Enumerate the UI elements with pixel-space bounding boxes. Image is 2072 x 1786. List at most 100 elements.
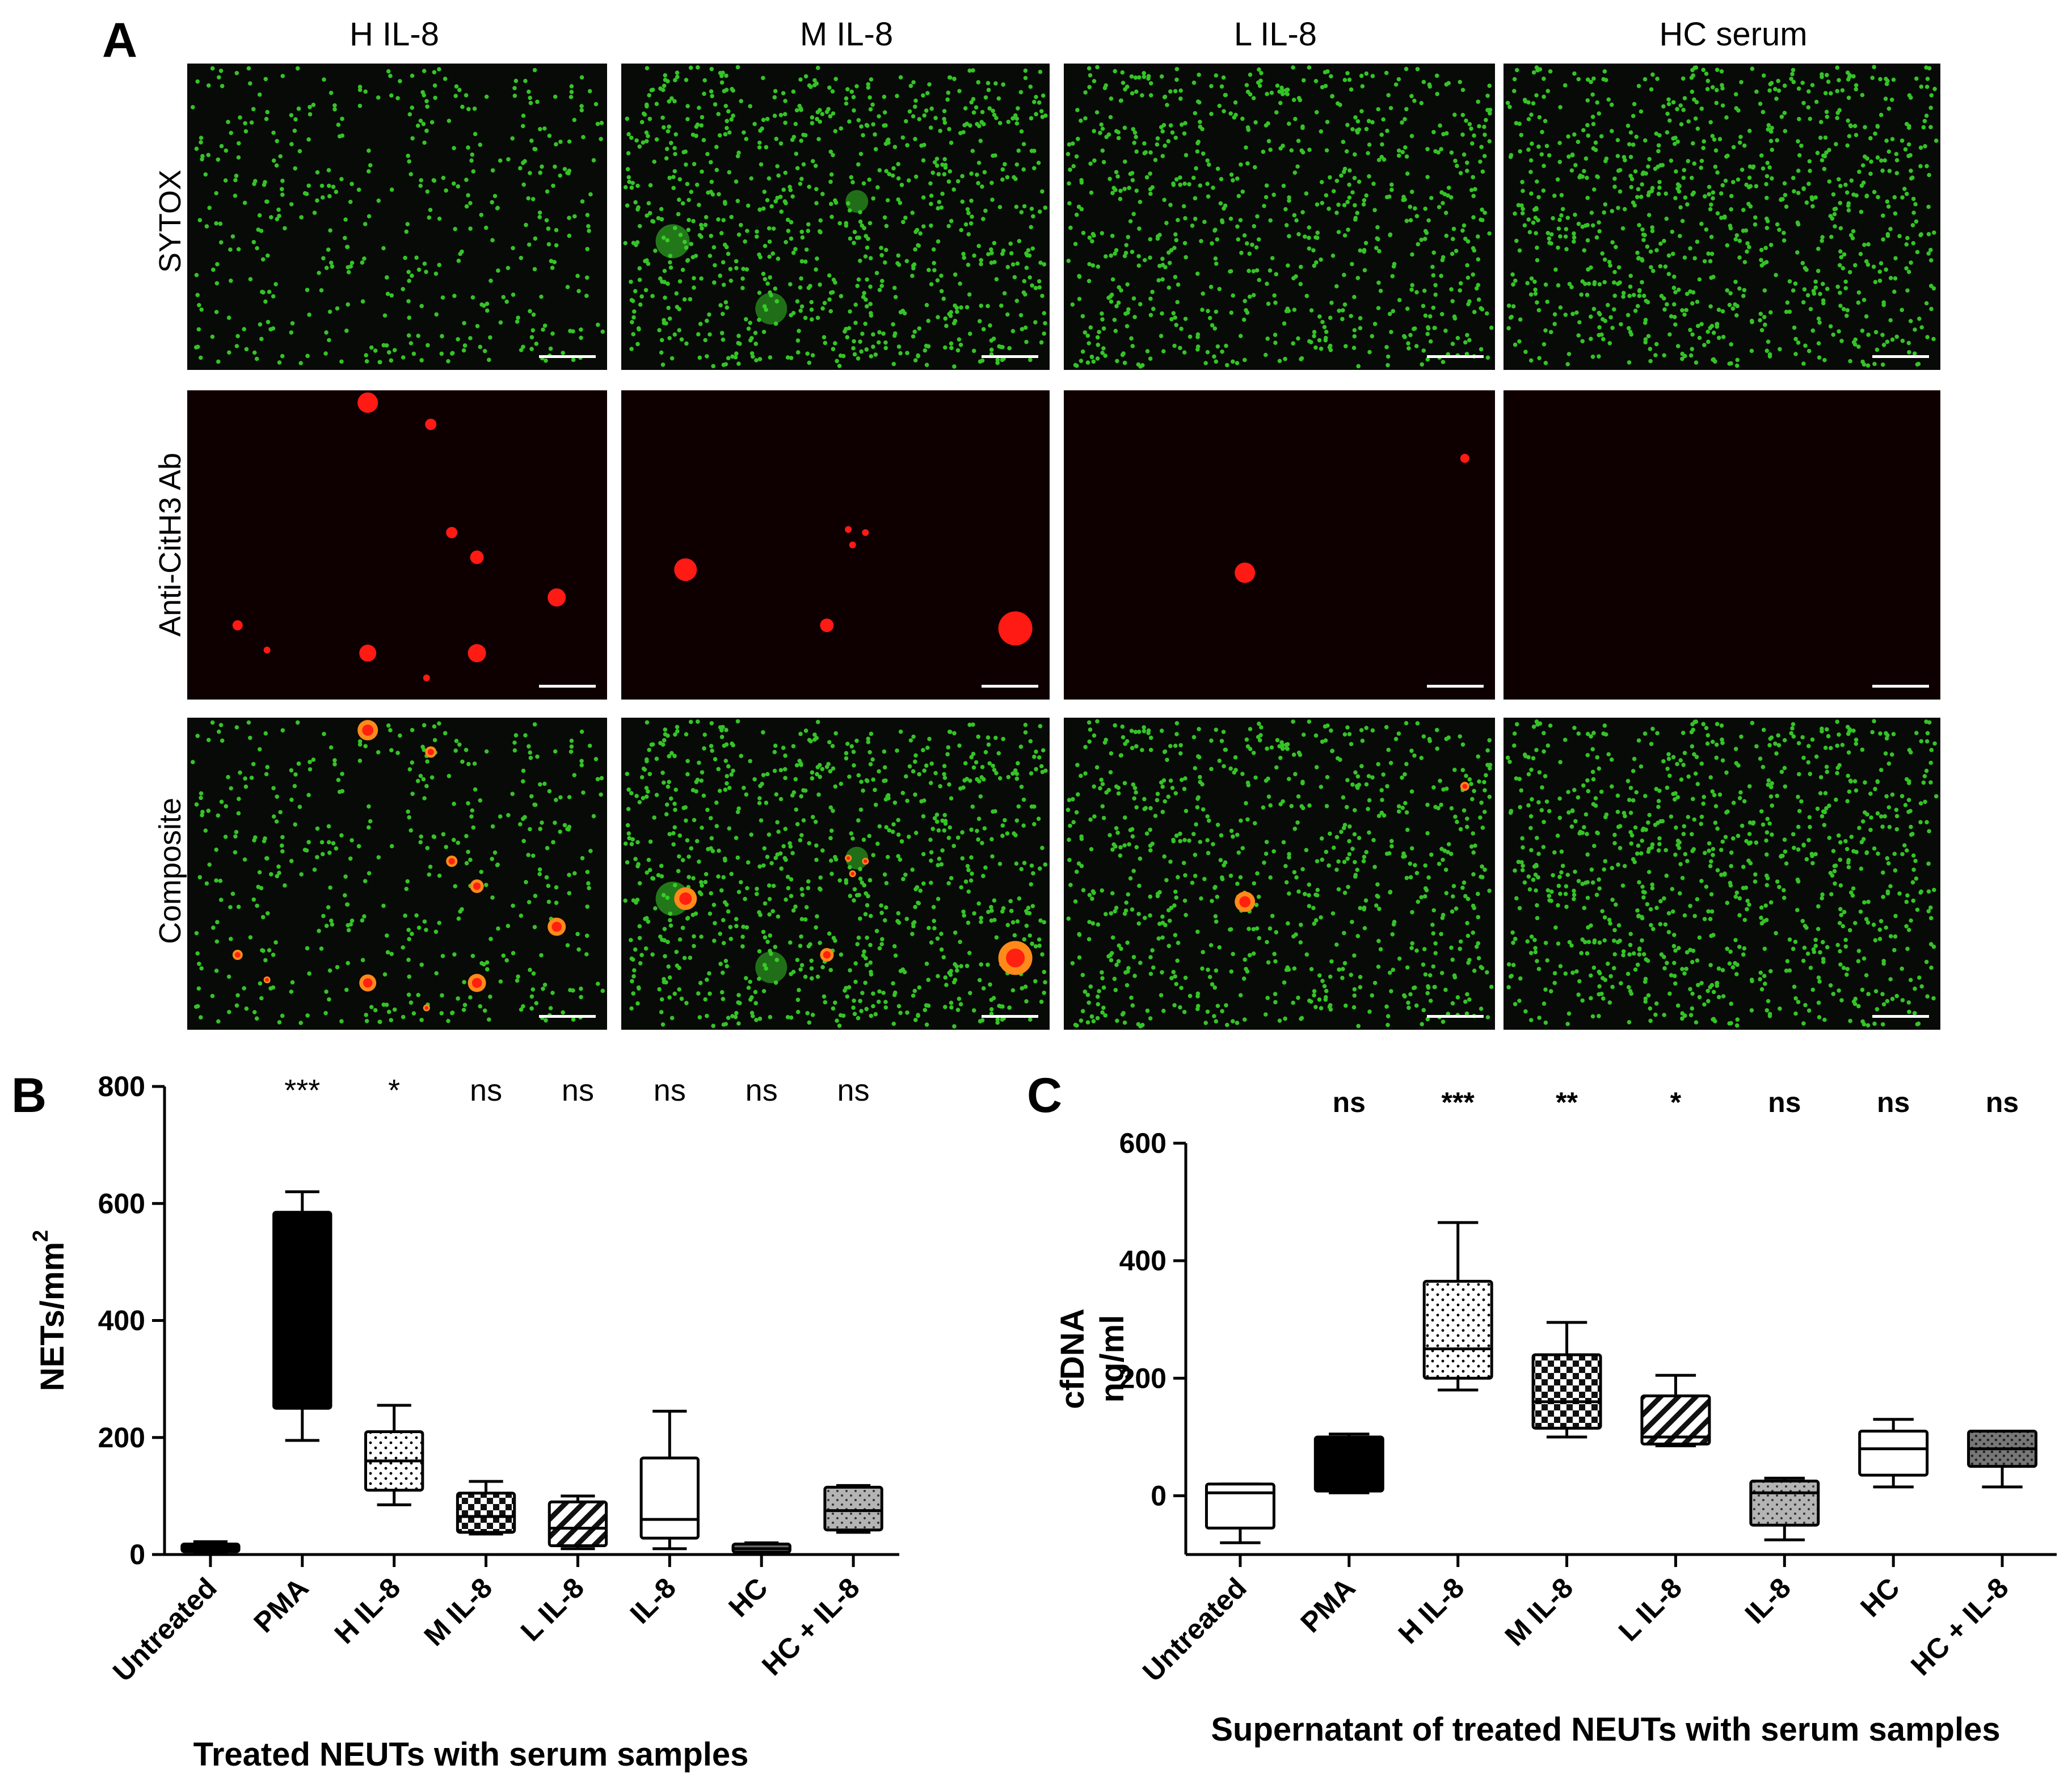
cell-nuclei bbox=[1505, 65, 1939, 368]
panel-letter-a: A bbox=[102, 13, 137, 68]
net-spot bbox=[998, 611, 1033, 646]
net-spot-core bbox=[448, 858, 455, 865]
box-hc-il-8 bbox=[823, 1484, 883, 1534]
micrograph-anti-cith3-m-il8 bbox=[621, 390, 1050, 700]
micrograph-composite-l-il8 bbox=[1064, 718, 1495, 1030]
green-cluster bbox=[755, 293, 787, 325]
chart-c-ylabel2: ng/ml bbox=[1094, 1315, 1131, 1403]
net-spot bbox=[845, 526, 852, 533]
category-label: L IL-8 bbox=[515, 1572, 590, 1647]
y-tick-label: 200 bbox=[98, 1422, 145, 1454]
box-m-il-8 bbox=[456, 1480, 516, 1536]
net-spot-core bbox=[846, 856, 850, 860]
micrograph-sytox-m-il8 bbox=[621, 64, 1050, 370]
category-label: H IL-8 bbox=[329, 1572, 407, 1650]
category-label: PMA bbox=[247, 1572, 314, 1638]
scale-bar bbox=[1427, 355, 1484, 358]
col-label-l-il8: L IL-8 bbox=[1234, 16, 1317, 53]
y-tick-label: 600 bbox=[1119, 1127, 1166, 1159]
category-label: PMA bbox=[1294, 1572, 1361, 1638]
box-m-il-8 bbox=[1531, 1321, 1602, 1439]
micrograph-sytox-h-il8 bbox=[187, 64, 607, 370]
scale-bar bbox=[982, 355, 1038, 358]
scale-bar bbox=[1427, 685, 1484, 688]
y-tick-label: 400 bbox=[1119, 1245, 1166, 1277]
col-label-h-il8: H IL-8 bbox=[349, 16, 439, 53]
net-spot-core bbox=[1006, 949, 1025, 967]
category-label: Untreated bbox=[107, 1572, 223, 1688]
net-spot bbox=[232, 620, 243, 631]
category-label: M IL-8 bbox=[1499, 1572, 1580, 1652]
micrograph-grid bbox=[187, 64, 1940, 1030]
significance-label: ns bbox=[1986, 1086, 2019, 1118]
scale-bar bbox=[539, 685, 596, 688]
box-l-il-8 bbox=[548, 1494, 608, 1551]
box-hc-il-8 bbox=[1967, 1430, 2038, 1489]
scale-bar bbox=[982, 685, 1038, 688]
box-body bbox=[1858, 1430, 1929, 1477]
micrograph-anti-cith3-h-il8 bbox=[187, 390, 607, 700]
box-body bbox=[823, 1485, 883, 1532]
net-spot-core bbox=[427, 749, 434, 755]
box-h-il-8 bbox=[364, 1404, 424, 1506]
significance-label: ns bbox=[1877, 1086, 1910, 1118]
box-l-il-8 bbox=[1640, 1374, 1711, 1447]
y-tick-label: 0 bbox=[129, 1539, 145, 1570]
box-hc bbox=[1858, 1418, 1929, 1489]
y-tick-label: 600 bbox=[98, 1187, 145, 1219]
net-spot bbox=[446, 526, 458, 538]
net-spot-core bbox=[850, 871, 854, 876]
box-body bbox=[639, 1456, 700, 1540]
scale-bar bbox=[539, 355, 596, 358]
scale-bar bbox=[1872, 1015, 1929, 1018]
significance-label: * bbox=[1670, 1086, 1682, 1118]
box-il-8 bbox=[1749, 1476, 1820, 1541]
box-hc bbox=[731, 1541, 791, 1555]
box-pma bbox=[272, 1190, 332, 1442]
green-cluster bbox=[845, 190, 869, 213]
chart-b-ylabel-main: NETs/mm bbox=[34, 1242, 71, 1391]
net-spot-core bbox=[679, 892, 692, 905]
category-label: HC bbox=[1854, 1572, 1906, 1623]
box-body bbox=[456, 1492, 516, 1534]
col-label-m-il8: M IL-8 bbox=[800, 16, 893, 53]
category-label: M IL-8 bbox=[418, 1572, 499, 1652]
significance-label: ns bbox=[654, 1073, 686, 1107]
net-spot-core bbox=[265, 978, 269, 982]
net-spot-core bbox=[234, 952, 241, 958]
box-body bbox=[1205, 1482, 1275, 1530]
y-tick-label: 200 bbox=[1119, 1362, 1166, 1394]
y-tick-label: 400 bbox=[98, 1305, 145, 1337]
row-label-composite: Composite bbox=[153, 798, 187, 944]
green-cluster bbox=[655, 224, 690, 259]
micrograph-anti-cith3-l-il8 bbox=[1064, 390, 1495, 700]
chart-b-xlabel: Treated NEUTs with serum samples bbox=[193, 1736, 749, 1773]
scale-bar bbox=[539, 1015, 596, 1018]
box-body bbox=[1640, 1394, 1711, 1446]
category-label: IL-8 bbox=[624, 1572, 682, 1629]
net-spot bbox=[470, 550, 484, 565]
row-label-anti-cith3: Anti-CitH3 Ab bbox=[153, 453, 187, 637]
panel-letter-c: C bbox=[1027, 1068, 1062, 1123]
net-spot-core bbox=[363, 978, 373, 988]
scale-bar bbox=[1872, 685, 1929, 688]
category-label: Untreated bbox=[1136, 1572, 1253, 1688]
net-spot bbox=[263, 646, 271, 654]
net-spot-core bbox=[362, 724, 374, 736]
micrograph-composite-h-il8 bbox=[187, 718, 607, 1030]
green-cluster bbox=[755, 951, 787, 983]
net-spot-core bbox=[823, 951, 831, 959]
net-spot bbox=[674, 558, 697, 582]
category-label: HC + IL-8 bbox=[756, 1572, 866, 1682]
chart-b-box-plot: NETs/mm2 Treated NEUTs with serum sample… bbox=[29, 1071, 899, 1773]
significance-label: ns bbox=[746, 1073, 778, 1107]
net-spot-core bbox=[1462, 784, 1468, 789]
micrograph-composite-m-il8 bbox=[621, 718, 1050, 1030]
y-tick-label: 0 bbox=[1151, 1480, 1166, 1511]
micrograph-sytox-hc-serum bbox=[1504, 64, 1940, 370]
box-untreated bbox=[180, 1540, 241, 1555]
category-label: HC bbox=[722, 1572, 774, 1623]
significance-label: ns bbox=[562, 1073, 594, 1107]
net-spot bbox=[425, 418, 437, 430]
